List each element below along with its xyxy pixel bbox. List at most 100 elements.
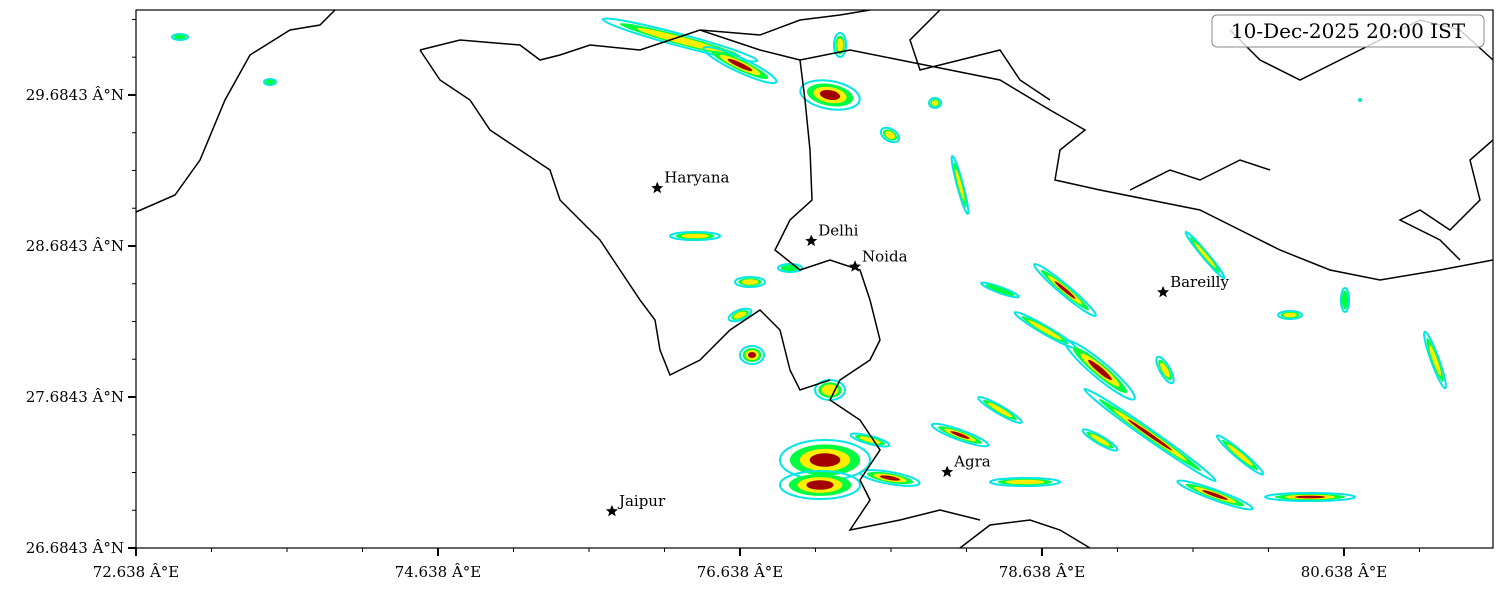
rain-contour [734,276,766,288]
rain-contour [1227,444,1253,466]
y-tick-label: 28.6843 Â°N [26,237,124,255]
rain-contour [1277,310,1303,320]
rain-cell [601,17,759,63]
rain-contour [733,311,747,319]
rain-contour [1341,290,1349,310]
rain-contour [702,45,778,85]
rain-contour [859,469,921,487]
rain-contour [1264,492,1356,502]
rain-cell [734,276,766,288]
rain-contour [977,396,1023,424]
rain-contour [930,422,990,448]
rain-cell [1215,434,1265,476]
rain-contour [884,130,896,140]
rain-contour [1088,359,1112,381]
rain-contour [1083,387,1217,483]
rain-contour [987,402,1013,418]
rain-cell [1277,310,1303,320]
rain-contour [836,38,844,52]
y-tick-label: 29.6843 Â°N [26,86,124,104]
rain-cell [799,79,861,111]
plot-frame [135,9,1494,549]
city-marker [805,234,818,247]
rain-contour [779,470,861,500]
rain-cell [1155,355,1175,385]
rain-contour [681,233,709,239]
rain-contour [265,79,275,85]
axes: 72.638 Â°E 74.638 Â°E 76.638 Â°E 78.638 Â°E… [26,18,1420,581]
rain-contour [739,345,765,365]
rain-contour [777,263,803,273]
rain-cell [779,439,871,481]
rain-cell [702,45,778,85]
rain-contour [955,168,965,202]
rain-cell [1264,492,1356,502]
rain-contour [173,34,187,40]
rain-contour [1054,281,1076,299]
city-marker [849,260,862,272]
rain-contour [1340,287,1350,313]
rain-contour [799,79,861,111]
rain-contour [879,126,901,144]
rain-contour [809,453,841,467]
rain-contour [1127,419,1173,451]
city-marker [941,465,954,478]
rain-contour [741,279,759,285]
rain-contour [1155,355,1175,385]
rain-contour [1176,479,1254,511]
rain-contours [171,17,1447,511]
rain-contour [171,33,189,41]
rain-contour [636,27,724,53]
rain-cell [989,477,1061,487]
rain-contour [821,384,839,396]
rain-contour [1428,344,1442,376]
rain-cell [930,422,990,448]
rain-cell [1340,287,1350,313]
rain-cell [980,281,1020,299]
rain-cell [859,469,921,487]
x-tick-label: 76.638 Â°E [697,563,784,581]
rain-contour [989,477,1061,487]
rain-contour [819,89,841,101]
rain-contour [1005,479,1045,485]
city-marker [651,181,664,194]
timestamp: 10-Dec-2025 20:00 IST [1231,19,1466,43]
rain-contour [985,284,1015,296]
x-tick-label: 80.638 Â°E [1301,563,1388,581]
rain-contour [1194,242,1216,268]
rain-contour [601,17,759,63]
rain-cell [1358,98,1362,102]
rain-contour [1423,330,1447,390]
city-label: Jaipur [617,492,666,510]
rain-contour [1359,99,1361,101]
rain-contour [1283,312,1297,318]
y-tick-label: 27.6843 Â°N [26,388,124,406]
rain-contour [1064,339,1136,401]
rain-contour [950,431,970,439]
rain-cell [1083,387,1217,483]
rain-cell [1176,479,1254,511]
rain-cell [1013,311,1077,349]
rain-contour [1215,434,1265,476]
rain-contour [727,58,753,72]
rain-cell [171,33,189,41]
rain-contour [747,351,757,359]
rain-cell [263,78,277,86]
rain-contour [1202,490,1228,500]
city-marker [1157,285,1170,298]
city-label: Delhi [818,222,858,240]
rain-cell [928,97,942,109]
rain-cell [1081,428,1119,452]
rain-contour [1184,230,1226,280]
rain-contour [928,97,942,109]
x-tick-label: 74.638 Â°E [395,563,482,581]
city-marker [605,504,618,517]
rain-cell [879,126,901,144]
city-label: Haryana [664,169,729,187]
rain-cell [1064,339,1136,401]
rain-cell [739,345,765,365]
city-label: Noida [862,247,908,265]
